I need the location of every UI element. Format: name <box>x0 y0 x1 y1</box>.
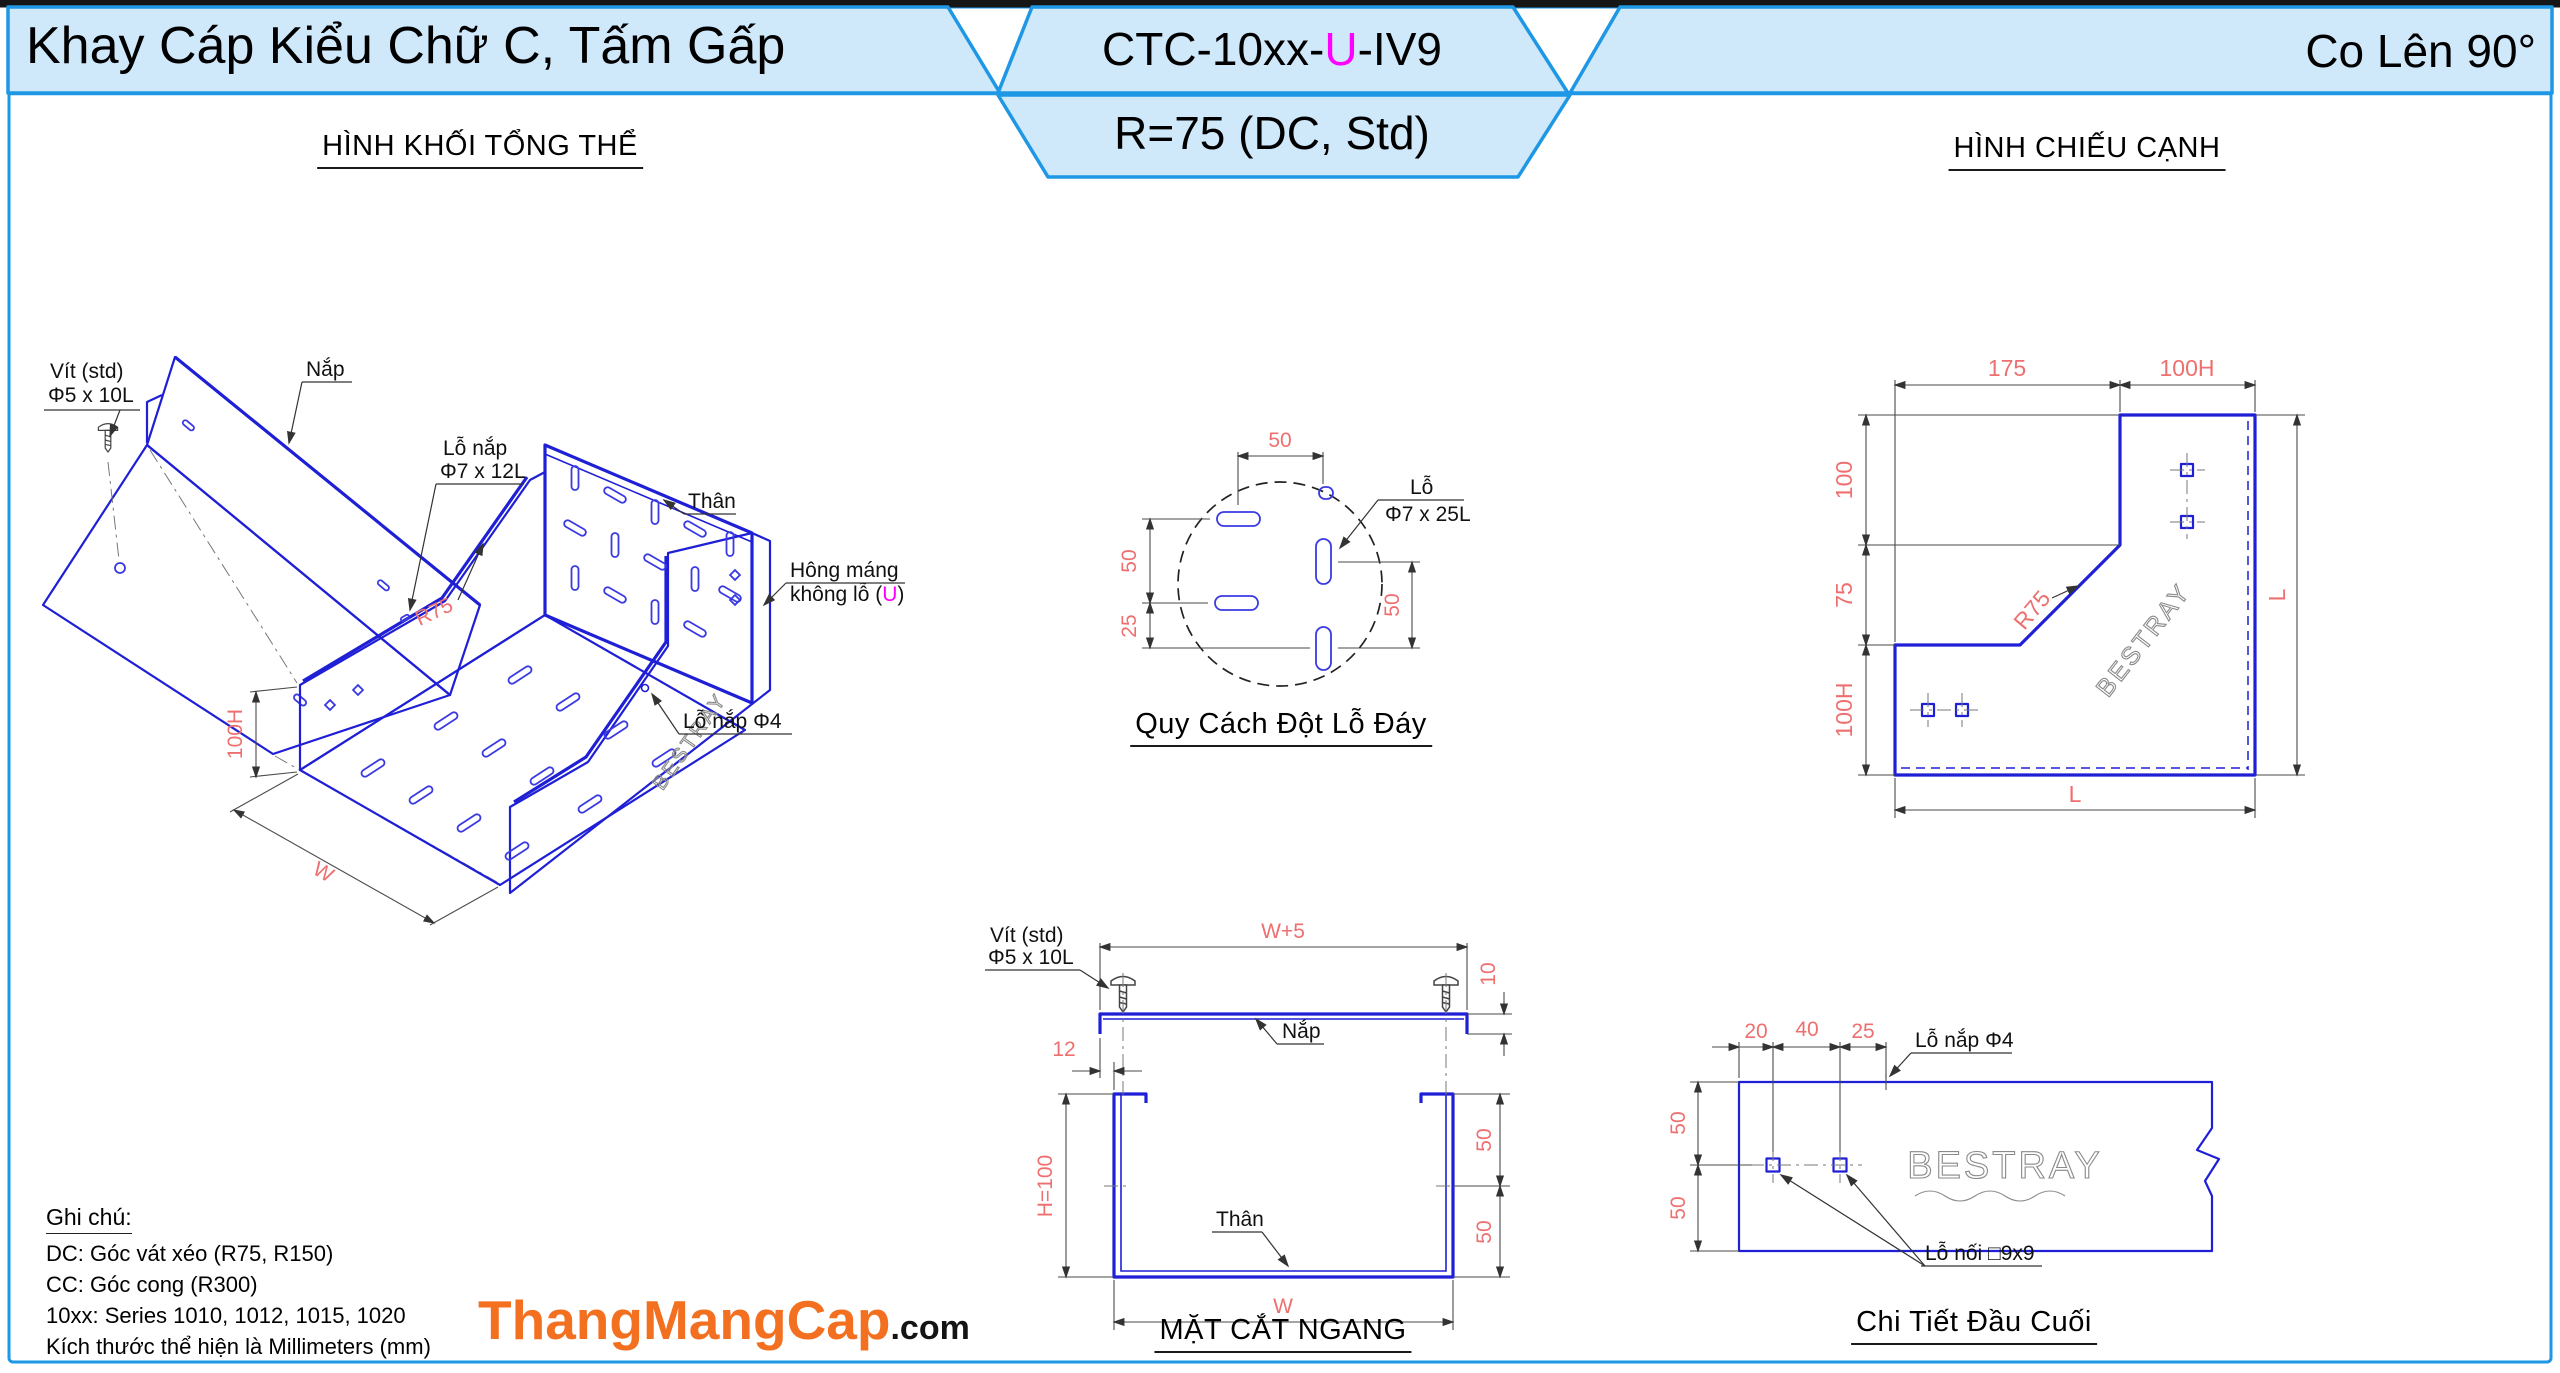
iso-view-title: HÌNH KHỐI TỔNG THỂ <box>317 130 643 169</box>
end-holes <box>1750 1147 1862 1183</box>
cross-section-title: MẶT CẮT NGANG <box>1154 1314 1412 1353</box>
end-watermark: BESTRAY <box>1907 1145 2103 1187</box>
notes-block: Ghi chú: DC: Góc vát xéo (R75, R150) CC:… <box>46 1202 431 1362</box>
end-hole-top-label: Lỗ nắp Φ4 <box>1915 1029 2014 1052</box>
end-dim-20: 20 <box>1744 1020 1767 1043</box>
side-dim-100h-top: 100H <box>2160 355 2215 381</box>
punch-hole-label-1: Lỗ <box>1410 476 1433 499</box>
iso-watermark: BESTRAY <box>649 689 732 794</box>
section-body-label: Thân <box>1216 1208 1264 1231</box>
end-detail-drawing: 20 40 25 Lỗ nắp Φ4 50 50 Lỗ nối □9x9 BES… <box>1667 1018 2221 1267</box>
brand-logo-main: ThangMangCap <box>478 1289 891 1351</box>
header-right-title: Co Lên 90° <box>2305 25 2536 77</box>
punch-dim-left-1: 50 <box>1118 549 1141 572</box>
side-dim-l-right: L <box>2264 588 2290 601</box>
end-dim-50-top: 50 <box>1667 1111 1690 1134</box>
iso-dim-100h: 100H <box>224 709 247 759</box>
end-dims: 20 40 25 Lỗ nắp Φ4 50 50 Lỗ nối □9x9 <box>1667 1018 2042 1267</box>
iso-body-label: Thân <box>688 490 736 513</box>
section-dim-w5: W+5 <box>1261 920 1305 943</box>
notes-line: Kích thước thể hiện là Millimeters (mm) <box>46 1334 431 1359</box>
side-squares <box>1910 453 2205 727</box>
iso-dim-w: W <box>309 857 338 887</box>
floor-slots <box>360 665 677 861</box>
end-watermark-wave <box>1914 1190 2066 1202</box>
iso-cover-label: Nắp <box>306 358 345 381</box>
section-dim-10: 10 <box>1477 962 1500 985</box>
iso-side-label-2: không lỗ (U) <box>790 583 904 606</box>
iso-screw-label-1: Vít (std) <box>50 360 124 383</box>
punch-dim-right: 50 <box>1381 593 1404 616</box>
brand-logo: ThangMangCap.com <box>478 1288 970 1352</box>
iso-body <box>298 443 772 895</box>
iso-cover <box>41 355 498 883</box>
iso-screw-label-2: Φ5 x 10L <box>48 384 134 407</box>
isometric-view-drawing: BESTRAY Vít (std) Φ5 x 10L Nắp Lỗ nắp Φ7… <box>41 355 905 926</box>
iso-side-label-1: Hông máng <box>790 559 899 582</box>
iso-dim-r75: R75 <box>412 594 457 631</box>
section-dim-50-top: 50 <box>1473 1128 1496 1151</box>
header-subtitle: R=75 (DC, Std) <box>1114 107 1430 159</box>
notes-heading: Ghi chú: <box>46 1202 132 1234</box>
header-left-title: Khay Cáp Kiểu Chữ C, Tấm Gấp <box>26 17 786 75</box>
header-band <box>6 5 2554 179</box>
side-dim-175: 175 <box>1988 355 2026 381</box>
notes-line: 10xx: Series 1010, 1012, 1015, 1020 <box>46 1303 406 1328</box>
side-view-drawing: 175 100H 100 75 100H L L R75 BESTRAY <box>1831 355 2305 818</box>
section-screw-label-2: Φ5 x 10L <box>988 946 1074 969</box>
side-dim-100: 100 <box>1831 461 1857 499</box>
side-watermark: BESTRAY <box>2091 578 2197 702</box>
side-dim-r75: R75 <box>2008 585 2055 634</box>
iso-cover-hole-label-2: Φ7 x 12L <box>440 460 526 483</box>
punch-hole-label-2: Φ7 x 25L <box>1385 503 1471 526</box>
end-detail-title: Chi Tiết Đầu Cuối <box>1851 1306 2097 1345</box>
side-dims: 175 100H 100 75 100H L L R75 <box>1831 355 2305 818</box>
section-dim-w: W <box>1273 1295 1293 1318</box>
punch-dim-top: 50 <box>1268 429 1291 452</box>
punch-detail-drawing: 50 50 25 50 Lỗ Φ7 x 25L <box>1118 429 1471 687</box>
cross-section-drawing: W+5 10 12 H=100 50 50 W <box>985 920 1512 1330</box>
section-dim-h: H=100 <box>1034 1155 1057 1217</box>
notes-line: CC: Góc cong (R300) <box>46 1272 258 1297</box>
punch-dims: 50 50 25 50 Lỗ Φ7 x 25L <box>1118 429 1471 650</box>
iso-cover-hole4-label: Lỗ nắp Φ4 <box>683 710 782 733</box>
section-screw-label-1: Vít (std) <box>990 924 1064 947</box>
punch-dim-left-2: 25 <box>1118 614 1141 637</box>
end-hole-bottom-label: Lỗ nối □9x9 <box>1925 1242 2035 1265</box>
iso-labels: Vít (std) Φ5 x 10L Nắp Lỗ nắp Φ7 x 12L T… <box>44 358 905 926</box>
side-dim-75: 75 <box>1831 582 1857 608</box>
wall-slots <box>323 465 742 712</box>
section-dim-50-bottom: 50 <box>1473 1220 1496 1243</box>
end-dim-50-bottom: 50 <box>1667 1196 1690 1219</box>
end-dim-40: 40 <box>1795 1018 1818 1041</box>
section-dims: W+5 10 12 H=100 50 50 W <box>985 920 1512 1330</box>
section-cover-label: Nắp <box>1282 1020 1321 1043</box>
punch-detail-title: Quy Cách Đột Lỗ Đáy <box>1130 708 1432 747</box>
end-dim-25: 25 <box>1851 1020 1874 1043</box>
brand-logo-tld: .com <box>890 1309 970 1347</box>
side-view-title: HÌNH CHIẾU CẠNH <box>1948 132 2226 171</box>
notes-line: DC: Góc vát xéo (R75, R150) <box>46 1241 334 1266</box>
punch-slots <box>1214 486 1334 671</box>
section-dim-12: 12 <box>1052 1038 1075 1061</box>
iso-cover-hole-label-1: Lỗ nắp <box>443 437 507 460</box>
side-dim-100h-left: 100H <box>1831 683 1857 738</box>
side-dim-l-bottom: L <box>2069 781 2082 807</box>
screw-icon <box>97 423 119 453</box>
header-model-code: CTC-10xx-U-IV9 <box>1102 23 1442 75</box>
